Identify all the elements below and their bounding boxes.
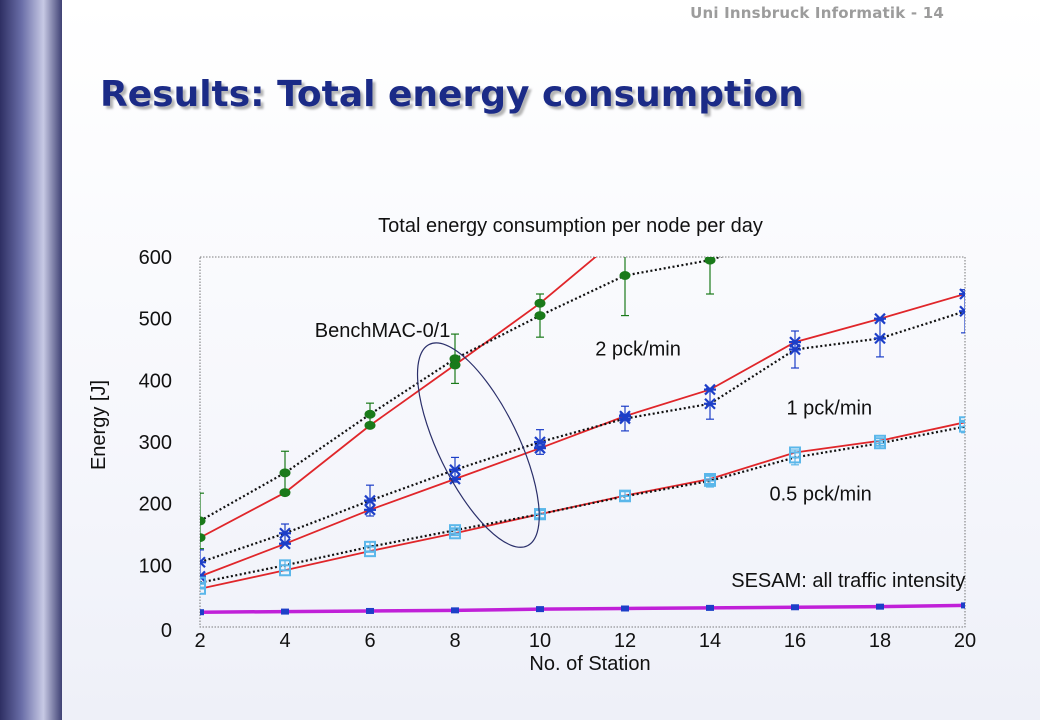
x-tick-label: 10 xyxy=(529,630,551,652)
x-axis-label: No. of Station xyxy=(529,653,650,675)
data-point xyxy=(961,602,965,609)
x-tick-label: 18 xyxy=(869,630,891,652)
data-point xyxy=(704,257,716,265)
series-line xyxy=(200,257,597,539)
y-tick-label: 100 xyxy=(139,555,172,577)
slide-background xyxy=(62,0,1040,720)
data-point xyxy=(281,608,289,615)
data-point xyxy=(621,605,629,612)
series-line xyxy=(200,421,965,590)
data-point xyxy=(279,468,291,478)
data-point xyxy=(790,228,801,237)
y-axis-label: Energy [J] xyxy=(88,380,110,470)
annotation-label: SESAM: all traffic intensity xyxy=(731,570,965,592)
data-point xyxy=(449,354,461,364)
plot-area xyxy=(200,228,965,616)
data-point xyxy=(200,560,206,569)
x-tick-label: 20 xyxy=(954,630,976,652)
data-point xyxy=(364,409,376,419)
series-line xyxy=(200,603,965,614)
x-tick-label: 14 xyxy=(699,630,721,652)
chart-title: Total energy consumption per node per da… xyxy=(378,215,763,237)
data-point xyxy=(619,271,631,280)
data-point xyxy=(706,604,714,611)
series-line xyxy=(200,310,965,564)
annotation-label: 1 pck/min xyxy=(787,397,873,419)
annotation-label: 0.5 pck/min xyxy=(770,484,872,506)
data-point xyxy=(200,533,206,543)
series-line xyxy=(200,293,965,578)
data-point-mark xyxy=(200,570,206,578)
x-tick-label: 4 xyxy=(279,630,290,652)
data-point xyxy=(791,604,799,611)
header-label: Uni Innsbruck Informatik - 14 xyxy=(690,4,944,22)
data-point xyxy=(959,305,965,313)
data-point-mark xyxy=(200,556,206,564)
y-tick-label: 400 xyxy=(139,370,172,392)
benchmac-ellipse xyxy=(416,342,540,548)
data-point xyxy=(451,607,459,614)
data-point xyxy=(959,288,965,296)
y-tick-label: 0 xyxy=(161,620,172,642)
x-tick-label: 2 xyxy=(194,630,205,652)
x-tick-label: 6 xyxy=(364,630,375,652)
y-tick-label: 600 xyxy=(139,247,172,269)
data-point xyxy=(366,607,374,614)
data-point xyxy=(200,574,206,583)
plot-frame xyxy=(199,256,966,628)
y-tick-label: 300 xyxy=(139,432,172,454)
annotation-label: 2 pck/min xyxy=(595,339,681,361)
data-point-mark xyxy=(959,292,965,300)
x-tick-label: 16 xyxy=(784,630,806,652)
x-tick-label: 12 xyxy=(614,630,636,652)
annotation-label: BenchMAC-0/1 xyxy=(315,320,451,342)
data-point-mark xyxy=(959,309,965,318)
data-point xyxy=(876,603,884,610)
data-point xyxy=(536,606,544,613)
data-point xyxy=(200,609,204,616)
data-point xyxy=(534,311,546,321)
series-line xyxy=(200,257,724,522)
y-tick-label: 200 xyxy=(139,494,172,516)
x-tick-label: 8 xyxy=(449,630,460,652)
data-point xyxy=(200,516,206,526)
y-tick-label: 500 xyxy=(139,309,172,331)
slide-title: Results: Total energy consumption xyxy=(100,74,804,115)
